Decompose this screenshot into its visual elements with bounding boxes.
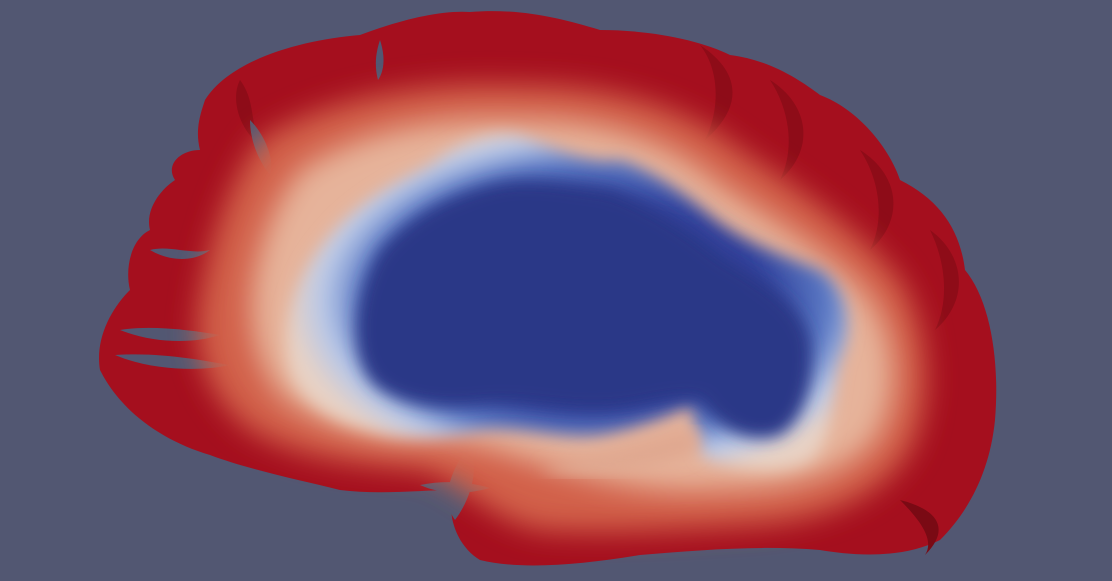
interior-deep-core — [356, 180, 812, 439]
inferior-fold — [540, 429, 699, 475]
